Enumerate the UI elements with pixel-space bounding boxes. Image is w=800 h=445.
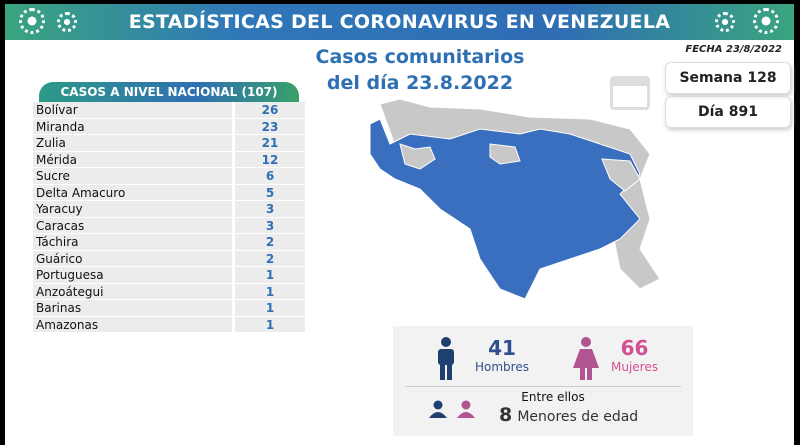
table-row: Caracas 3 bbox=[33, 217, 305, 234]
state-name: Sucre bbox=[33, 168, 232, 185]
page-title: ESTADÍSTICAS DEL CORONAVIRUS EN VENEZUEL… bbox=[128, 11, 671, 33]
table-row: Guárico 2 bbox=[33, 250, 305, 267]
state-name: Delta Amacuro bbox=[33, 184, 232, 201]
state-name: Táchira bbox=[33, 234, 232, 251]
subtitle-line2: del día 23.8.2022 bbox=[326, 72, 514, 94]
state-name: Zulia bbox=[33, 135, 232, 152]
cases-table: CASOS A NIVEL NACIONAL (107) Bolívar 26 Mi… bbox=[33, 82, 305, 333]
virus-icon bbox=[715, 12, 735, 32]
state-name: Mérida bbox=[33, 151, 232, 168]
table-row: Sucre 6 bbox=[33, 168, 305, 185]
state-name: Guárico bbox=[33, 250, 232, 267]
case-count: 1 bbox=[235, 267, 305, 284]
case-count: 1 bbox=[235, 316, 305, 333]
virus-icon bbox=[19, 8, 45, 34]
divider bbox=[405, 386, 681, 387]
table-row: Portuguesa 1 bbox=[33, 267, 305, 284]
table-row: Yaracuy 3 bbox=[33, 201, 305, 218]
case-count: 26 bbox=[235, 102, 305, 119]
man-icon bbox=[438, 337, 454, 380]
table-row: Anzoátegui 1 bbox=[33, 283, 305, 300]
men-stat: 41 Hombres bbox=[475, 336, 529, 374]
table-row: Barinas 1 bbox=[33, 300, 305, 317]
map-region-grey bbox=[601, 158, 641, 192]
state-name: Bolívar bbox=[33, 102, 232, 119]
table-row: Mérida 12 bbox=[33, 151, 305, 168]
case-count: 1 bbox=[235, 300, 305, 317]
case-count: 6 bbox=[235, 168, 305, 185]
case-count: 2 bbox=[235, 250, 305, 267]
table-row: Bolívar 26 bbox=[33, 102, 305, 119]
virus-icon bbox=[753, 8, 779, 34]
among-label: Entre ellos bbox=[521, 390, 585, 404]
state-name: Amazonas bbox=[33, 316, 232, 333]
case-count: 3 bbox=[235, 217, 305, 234]
header-banner: ESTADÍSTICAS DEL CORONAVIRUS EN VENEZUEL… bbox=[5, 4, 794, 40]
week-box: Semana 128 bbox=[665, 62, 791, 94]
venezuela-map bbox=[369, 99, 661, 299]
minors-label: Menores de edad bbox=[517, 409, 639, 425]
virus-icon bbox=[57, 12, 77, 32]
map-region-grey bbox=[399, 143, 436, 170]
calendar-icon bbox=[610, 76, 650, 110]
map-region-grey bbox=[489, 143, 521, 165]
state-name: Caracas bbox=[33, 217, 232, 234]
infographic: ESTADÍSTICAS DEL CORONAVIRUS EN VENEZUEL… bbox=[5, 4, 794, 445]
case-count: 1 bbox=[235, 283, 305, 300]
case-count: 2 bbox=[235, 234, 305, 251]
state-name: Miranda bbox=[33, 118, 232, 135]
table-row: Delta Amacuro 5 bbox=[33, 184, 305, 201]
minors-icon bbox=[429, 400, 475, 418]
women-label: Mujeres bbox=[611, 360, 658, 374]
case-count: 23 bbox=[235, 118, 305, 135]
case-count: 3 bbox=[235, 201, 305, 218]
case-count: 12 bbox=[235, 151, 305, 168]
minors-stat: 8 Menores de edad bbox=[499, 404, 638, 426]
women-count: 66 bbox=[620, 336, 649, 360]
day-box: Día 891 bbox=[665, 96, 791, 128]
date-label: FECHA 23/8/2022 bbox=[685, 44, 782, 55]
table-row: Miranda 23 bbox=[33, 118, 305, 135]
woman-icon bbox=[573, 337, 599, 380]
subtitle: Casos comunitarios del día 23.8.2022 bbox=[295, 44, 545, 96]
women-stat: 66 Mujeres bbox=[611, 336, 658, 374]
state-name: Barinas bbox=[33, 300, 232, 317]
state-name: Anzoátegui bbox=[33, 283, 232, 300]
table-row: Táchira 2 bbox=[33, 234, 305, 251]
state-name: Portuguesa bbox=[33, 267, 232, 284]
case-count: 5 bbox=[235, 184, 305, 201]
men-count: 41 bbox=[488, 336, 516, 360]
gender-stats: 41 Hombres 66 Mujeres Entre ellos 8 Menore… bbox=[393, 326, 693, 436]
case-count: 21 bbox=[235, 135, 305, 152]
table-row: Amazonas 1 bbox=[33, 316, 305, 333]
table-header: CASOS A NIVEL NACIONAL (107) bbox=[39, 82, 299, 102]
state-name: Yaracuy bbox=[33, 201, 232, 218]
men-label: Hombres bbox=[475, 360, 529, 374]
map-region-cases bbox=[369, 118, 641, 299]
subtitle-line1: Casos comunitarios bbox=[315, 46, 525, 68]
minors-count: 8 bbox=[499, 404, 513, 426]
table-row: Zulia 21 bbox=[33, 135, 305, 152]
